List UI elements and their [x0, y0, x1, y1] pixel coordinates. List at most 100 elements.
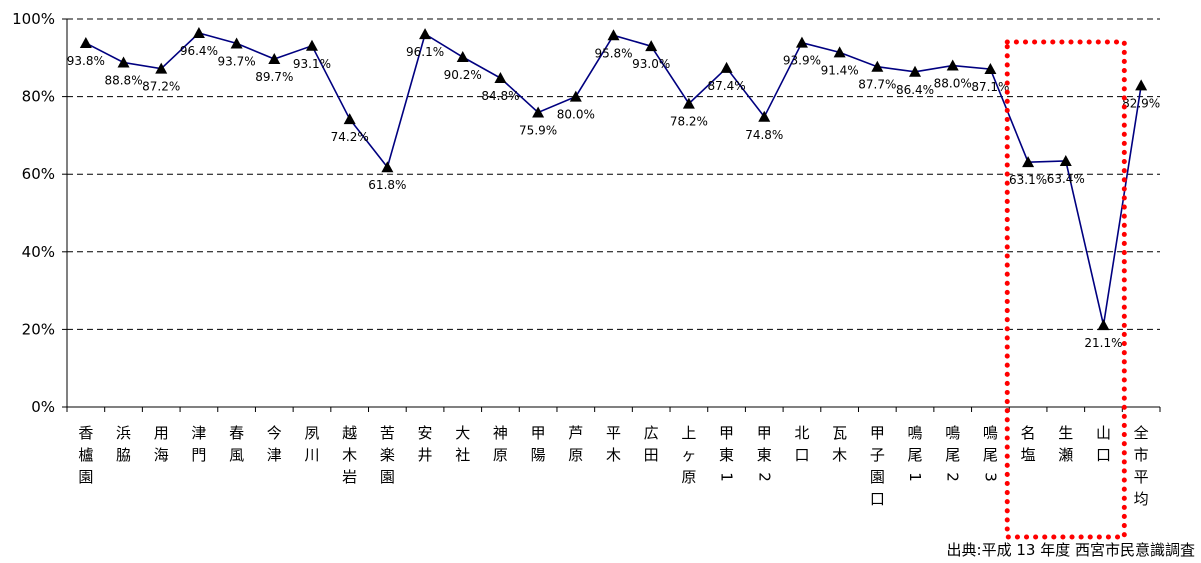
y-tick-label: 0% [31, 398, 55, 416]
data-label: 80.0% [557, 108, 595, 122]
category-label: 井 [418, 446, 433, 464]
data-label: 21.1% [1084, 336, 1122, 350]
data-label: 93.0% [632, 57, 670, 71]
category-label: 田 [644, 446, 659, 464]
category-label: 海 [154, 446, 169, 464]
data-point-marker [192, 26, 205, 38]
data-label: 87.2% [142, 80, 180, 94]
category-label: 2 [755, 472, 773, 482]
category-label: 瀬 [1058, 446, 1073, 464]
category-label: 尾 [983, 446, 998, 464]
data-label: 63.4% [1047, 172, 1085, 186]
category-label: 尾 [945, 446, 960, 464]
data-label: 74.2% [331, 130, 369, 144]
data-point-marker [1135, 79, 1148, 91]
data-point-marker [871, 60, 884, 72]
category-label: 苦 [380, 424, 395, 442]
category-label: 甲 [719, 424, 734, 442]
category-labels: 香櫨園浜脇用海津門春風今津夙川越木岩苦楽園安井大社神原甲陽芦原平木広田上ヶ原甲東… [78, 424, 1148, 508]
data-point-marker [720, 61, 733, 73]
category-label: 市 [1134, 446, 1149, 464]
data-label: 90.2% [444, 68, 482, 82]
category-label: 園 [870, 468, 885, 486]
category-label: 原 [681, 468, 696, 486]
category-label: 脇 [116, 446, 131, 464]
data-point-marker [343, 113, 356, 125]
data-label: 63.1% [1009, 173, 1047, 187]
category-label: 甲 [531, 424, 546, 442]
data-point-marker [305, 39, 318, 51]
data-label: 93.1% [293, 57, 331, 71]
data-point-marker [230, 37, 243, 49]
category-label: 東 [719, 446, 734, 464]
category-label: 山 [1096, 424, 1111, 442]
series-line-layer [85, 32, 1142, 326]
category-label: 北 [794, 424, 809, 442]
data-point-marker [946, 59, 959, 71]
data-point-marker [155, 62, 168, 74]
data-point-marker [1059, 155, 1072, 167]
category-label: 木 [342, 446, 357, 464]
category-label: 津 [267, 446, 282, 464]
category-label: 甲 [870, 424, 885, 442]
data-label: 74.8% [745, 128, 783, 142]
data-point-marker [381, 161, 394, 173]
category-label: 安 [418, 424, 433, 442]
y-tick-label: 100% [12, 10, 55, 28]
category-label: 門 [191, 446, 206, 464]
data-label: 93.8% [67, 54, 105, 68]
data-point-marker [909, 65, 922, 77]
category-label: 尾 [908, 446, 923, 464]
category-label: 陽 [531, 446, 546, 464]
category-label: 社 [455, 446, 470, 464]
category-label: 楽 [380, 446, 395, 464]
category-label: 津 [191, 424, 206, 442]
data-point-marker [456, 51, 469, 63]
data-point-marker [645, 40, 658, 52]
data-label: 75.9% [519, 124, 557, 138]
category-label: 芦 [568, 424, 583, 442]
data-point-marker [833, 46, 846, 58]
category-label: 原 [493, 446, 508, 464]
category-label: 3 [981, 472, 999, 482]
data-label: 96.1% [406, 45, 444, 59]
data-point-marker [1097, 319, 1110, 331]
category-label: 広 [644, 424, 659, 442]
data-label: 87.1% [971, 80, 1009, 94]
highlight-layer [1004, 39, 1127, 540]
category-label: 1 [718, 472, 736, 482]
category-label: 木 [832, 446, 847, 464]
category-label: 名 [1021, 424, 1036, 442]
data-label: 95.8% [594, 46, 632, 60]
data-point-marker [79, 37, 92, 49]
category-label: 口 [870, 490, 885, 508]
data-point-marker [532, 106, 545, 118]
data-labels: 93.8% 88.8% 87.2% 96.4%93.7% 89.7%93.1% 74.2%… [67, 44, 1160, 350]
category-label: 平 [606, 424, 621, 442]
category-label: 全 [1134, 424, 1149, 442]
data-label: 87.7% [858, 78, 896, 92]
category-label: 生 [1058, 424, 1073, 442]
data-label: 88.0% [934, 77, 972, 91]
data-point-marker [1022, 156, 1035, 168]
data-label: 86.4% [896, 83, 934, 97]
category-label: 春 [229, 424, 244, 442]
data-label: 61.8% [368, 178, 406, 192]
category-label: 原 [568, 446, 583, 464]
category-label: 1 [906, 472, 924, 482]
data-point-marker [494, 71, 507, 83]
data-point-marker [268, 52, 281, 64]
data-markers [79, 26, 1148, 331]
data-label: 89.7% [255, 70, 293, 84]
data-point-marker [607, 29, 620, 41]
series-line [85, 32, 1142, 326]
category-label: 越 [342, 424, 357, 442]
data-point-marker [984, 63, 997, 75]
category-label: ヶ [681, 446, 696, 464]
y-tick-label: 60% [22, 165, 55, 183]
category-label: 口 [794, 446, 809, 464]
category-label: 今 [267, 424, 282, 442]
data-label: 91.4% [821, 63, 859, 77]
data-label: 96.4% [180, 44, 218, 58]
